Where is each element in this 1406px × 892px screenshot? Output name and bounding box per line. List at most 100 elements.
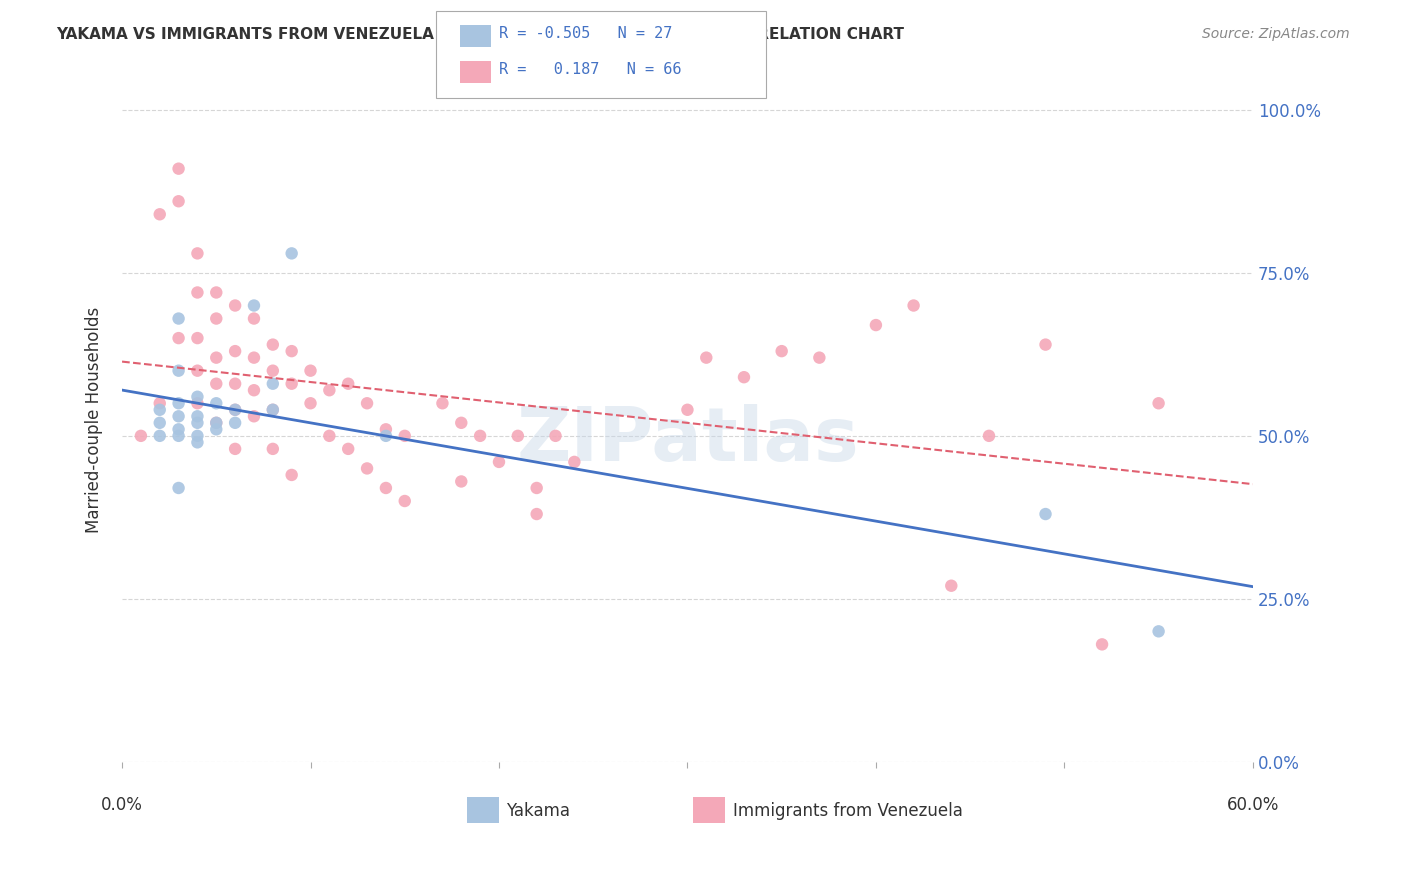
Point <box>129 429 152 443</box>
Point <box>676 402 699 417</box>
Point <box>224 402 246 417</box>
Point <box>526 507 548 521</box>
Point <box>167 409 190 424</box>
Point <box>450 475 472 489</box>
Point <box>167 422 190 436</box>
Point <box>808 351 831 365</box>
Point <box>450 416 472 430</box>
Point <box>733 370 755 384</box>
Point <box>205 416 228 430</box>
Text: ZIPatlas: ZIPatlas <box>516 403 859 476</box>
Point <box>374 481 396 495</box>
Point <box>243 383 266 397</box>
Point <box>941 579 963 593</box>
Point <box>149 416 172 430</box>
Point <box>865 318 887 332</box>
Point <box>149 429 172 443</box>
Point <box>186 364 208 378</box>
Point <box>337 442 360 456</box>
Point <box>394 429 416 443</box>
Point <box>299 396 322 410</box>
Y-axis label: Married-couple Households: Married-couple Households <box>86 307 103 533</box>
FancyBboxPatch shape <box>467 797 499 823</box>
Point <box>695 351 717 365</box>
Point <box>318 383 340 397</box>
Point <box>167 429 190 443</box>
Point <box>1147 624 1170 639</box>
Point <box>1147 396 1170 410</box>
Point <box>262 402 284 417</box>
Point <box>186 416 208 430</box>
Point <box>280 344 302 359</box>
Point <box>224 416 246 430</box>
Point <box>167 311 190 326</box>
Point <box>262 442 284 456</box>
Point <box>488 455 510 469</box>
Point <box>186 285 208 300</box>
Point <box>186 246 208 260</box>
Point <box>205 311 228 326</box>
Point <box>167 161 190 176</box>
Point <box>262 364 284 378</box>
Point <box>149 402 172 417</box>
Point <box>394 494 416 508</box>
Point <box>205 422 228 436</box>
Point <box>506 429 529 443</box>
Point <box>186 429 208 443</box>
Point <box>243 351 266 365</box>
Point <box>544 429 567 443</box>
Point <box>186 409 208 424</box>
Text: 60.0%: 60.0% <box>1226 796 1279 814</box>
Point <box>186 396 208 410</box>
Point <box>280 376 302 391</box>
Text: Source: ZipAtlas.com: Source: ZipAtlas.com <box>1202 27 1350 41</box>
Point <box>432 396 454 410</box>
Point <box>186 435 208 450</box>
Point <box>167 331 190 345</box>
Point <box>1035 337 1057 351</box>
Point <box>224 344 246 359</box>
Point <box>205 376 228 391</box>
Point <box>903 299 925 313</box>
Text: YAKAMA VS IMMIGRANTS FROM VENEZUELA MARRIED-COUPLE HOUSEHOLDS CORRELATION CHART: YAKAMA VS IMMIGRANTS FROM VENEZUELA MARR… <box>56 27 904 42</box>
Point <box>167 194 190 209</box>
Text: 0.0%: 0.0% <box>101 796 143 814</box>
Point <box>526 481 548 495</box>
Point <box>243 409 266 424</box>
Point <box>564 455 586 469</box>
Text: R =   0.187   N = 66: R = 0.187 N = 66 <box>499 62 682 77</box>
Point <box>167 364 190 378</box>
Point <box>205 285 228 300</box>
Point <box>205 396 228 410</box>
Point <box>262 337 284 351</box>
Point <box>280 246 302 260</box>
Point <box>977 429 1000 443</box>
Point <box>205 416 228 430</box>
Point <box>262 376 284 391</box>
Point <box>224 402 246 417</box>
Point <box>262 402 284 417</box>
Point <box>356 461 378 475</box>
Point <box>243 311 266 326</box>
Point <box>299 364 322 378</box>
Point <box>224 442 246 456</box>
Text: Immigrants from Venezuela: Immigrants from Venezuela <box>733 802 963 820</box>
Point <box>374 429 396 443</box>
Point <box>1091 637 1114 651</box>
Point <box>149 396 172 410</box>
Point <box>205 351 228 365</box>
Point <box>356 396 378 410</box>
Point <box>224 376 246 391</box>
Point <box>167 481 190 495</box>
Point <box>770 344 793 359</box>
Point <box>186 331 208 345</box>
Text: R = -0.505   N = 27: R = -0.505 N = 27 <box>499 27 672 41</box>
Point <box>318 429 340 443</box>
Point <box>186 390 208 404</box>
Point <box>1035 507 1057 521</box>
Point <box>243 299 266 313</box>
FancyBboxPatch shape <box>693 797 724 823</box>
Point <box>149 207 172 221</box>
Point <box>337 376 360 391</box>
Point <box>374 422 396 436</box>
